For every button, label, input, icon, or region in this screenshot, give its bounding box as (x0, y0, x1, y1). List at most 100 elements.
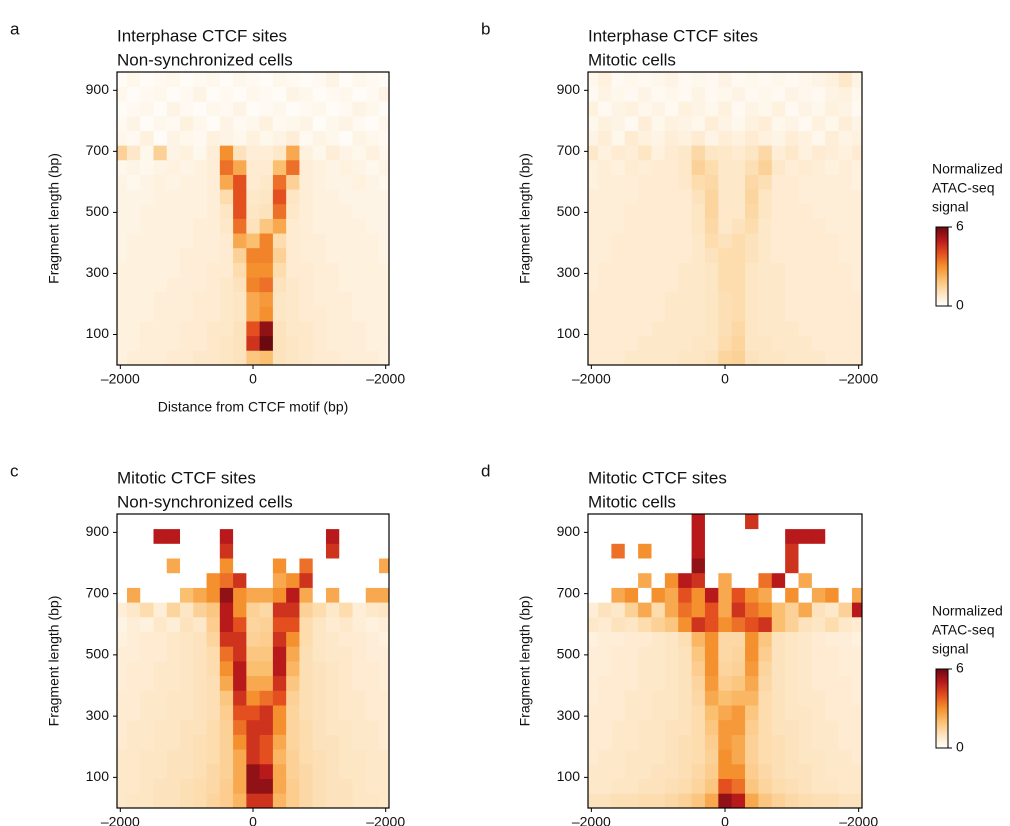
heatmap-cell (664, 101, 679, 117)
heatmap-cell (745, 661, 759, 677)
heatmap-cell (678, 690, 692, 706)
heatmap-cell (611, 528, 626, 544)
heatmap-cell (651, 277, 666, 293)
heatmap-cell (678, 734, 692, 750)
heatmap-cell (838, 602, 853, 618)
heatmap-cell (246, 291, 261, 307)
heatmap-cell (851, 218, 862, 234)
chart-subtitle: Mitotic cells (588, 50, 676, 69)
heatmap-cell (126, 174, 141, 190)
heatmap-cell (798, 734, 813, 750)
heatmap-cell (325, 558, 340, 574)
heatmap-cell (691, 321, 706, 337)
heatmap-cell (798, 203, 813, 219)
heatmap-cell (166, 631, 181, 647)
heatmap-cell (126, 543, 141, 559)
heatmap-cell (206, 719, 221, 735)
heatmap-cell (611, 130, 626, 146)
heatmap-cell (299, 646, 314, 662)
heatmap-cell (352, 734, 367, 750)
heatmap-cell (126, 572, 141, 588)
heatmap-cell (246, 646, 261, 662)
heatmap-cell (140, 203, 154, 219)
heatmap-cell (379, 675, 389, 691)
heatmap-cell (718, 335, 733, 351)
heatmap-cell (299, 335, 314, 351)
heatmap-cell (651, 705, 666, 721)
heatmap-cell (166, 101, 181, 117)
heatmap-cell (611, 189, 626, 205)
heatmap-cell (365, 174, 380, 190)
heatmap-cell (233, 291, 247, 307)
x-tick-label: 0 (249, 814, 257, 826)
heatmap-cell (611, 719, 626, 735)
heatmap-cell (272, 587, 287, 603)
heatmap-cell (731, 350, 746, 365)
heatmap-cell (745, 145, 759, 161)
heatmap-cell (825, 262, 840, 278)
heatmap-cell (352, 675, 367, 691)
heatmap-cell (611, 690, 626, 706)
heatmap-cell (838, 291, 853, 307)
heatmap-cell (352, 749, 367, 765)
heatmap-cell (259, 543, 274, 559)
heatmap-cell (126, 719, 141, 735)
heatmap-cell (140, 646, 154, 662)
heatmap-cell (365, 86, 380, 102)
heatmap-cell (598, 233, 612, 249)
heatmap-cell (299, 189, 314, 205)
heatmap-cell (126, 115, 141, 131)
heatmap-cell (664, 793, 679, 808)
heatmap-cell (379, 72, 389, 88)
heatmap-cell (664, 705, 679, 721)
heatmap-cell (838, 631, 853, 647)
heatmap-cell (206, 218, 221, 234)
heatmap-cell (140, 734, 154, 750)
heatmap-cell (678, 705, 692, 721)
heatmap-cell (246, 86, 261, 102)
heatmap-cell (117, 602, 128, 618)
heatmap-cell (785, 262, 799, 278)
heatmap-cell (718, 306, 733, 322)
heatmap-cell (140, 793, 154, 808)
heatmap-cell (246, 778, 261, 794)
y-tick-label: 100 (557, 768, 581, 784)
heatmap-cell (117, 189, 128, 205)
heatmap-cell (193, 646, 207, 662)
heatmap-cell (745, 86, 759, 102)
heatmap-cell (153, 189, 168, 205)
heatmap-cell (272, 705, 287, 721)
heatmap-cell (624, 130, 639, 146)
heatmap-cell (259, 514, 274, 530)
heatmap-cell (193, 159, 207, 175)
heatmap-cell (246, 72, 261, 88)
heatmap-cell (219, 350, 234, 365)
heatmap-cell (233, 587, 247, 603)
heatmap-cell (193, 101, 207, 117)
heatmap-cell (325, 189, 340, 205)
y-tick-label: 700 (86, 584, 110, 600)
heatmap-cell (718, 793, 733, 808)
heatmap-cell (678, 587, 692, 603)
heatmap-cell (718, 291, 733, 307)
heatmap-cell (638, 203, 652, 219)
heatmap-cell (588, 115, 599, 131)
heatmap-cell (651, 174, 666, 190)
heatmap-cell (193, 719, 207, 735)
heatmap-cell (219, 277, 234, 293)
heatmap-cell (325, 543, 340, 559)
heatmap-cell (117, 616, 128, 632)
heatmap-cell (825, 321, 840, 337)
heatmap-cell (758, 86, 773, 102)
heatmap-cell (352, 778, 367, 794)
heatmap-cell (664, 233, 679, 249)
heatmap-cell (771, 350, 786, 365)
heatmap-cell (233, 321, 247, 337)
heatmap-cell (624, 646, 639, 662)
heatmap-cell (140, 189, 154, 205)
heatmap-cell (339, 203, 353, 219)
heatmap-cell (651, 159, 666, 175)
heatmap-cell (811, 616, 826, 632)
heatmap-cell (126, 189, 141, 205)
